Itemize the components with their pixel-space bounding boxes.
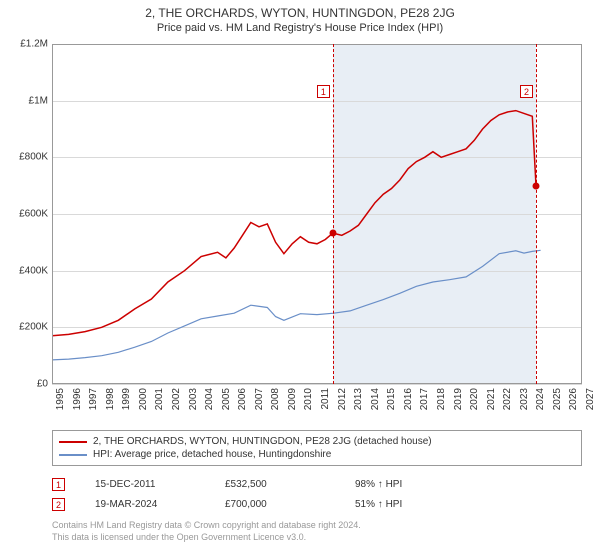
legend-swatch (59, 454, 87, 456)
x-tick-label: 1997 (88, 388, 99, 410)
series-price_paid (52, 111, 536, 336)
x-tick-label: 1996 (72, 388, 83, 410)
x-tick-label: 2002 (171, 388, 182, 410)
chart-title: 2, THE ORCHARDS, WYTON, HUNTINGDON, PE28… (0, 0, 600, 20)
x-tick-label: 2023 (519, 388, 530, 410)
x-tick-label: 2021 (486, 388, 497, 410)
x-tick-label: 1995 (55, 388, 66, 410)
marker-dot (329, 230, 336, 237)
transaction-marker: 2 (52, 498, 65, 511)
x-tick-label: 2012 (337, 388, 348, 410)
legend: 2, THE ORCHARDS, WYTON, HUNTINGDON, PE28… (52, 430, 582, 466)
transaction-row: 1 15-DEC-2011£532,50098% ↑ HPI (52, 474, 582, 494)
transaction-price: £700,000 (225, 499, 355, 510)
chart-marker-box: 1 (317, 85, 330, 98)
chart-subtitle: Price paid vs. HM Land Registry's House … (0, 20, 600, 38)
x-tick-label: 2001 (154, 388, 165, 410)
y-tick-label: £400K (19, 265, 48, 276)
x-tick-label: 2006 (237, 388, 248, 410)
transaction-date: 19-MAR-2024 (95, 499, 225, 510)
transaction-hpi: 51% ↑ HPI (355, 499, 475, 510)
x-tick-label: 2010 (303, 388, 314, 410)
footer-attribution: Contains HM Land Registry data © Crown c… (52, 520, 361, 543)
x-tick-label: 2004 (204, 388, 215, 410)
x-tick-label: 2017 (419, 388, 430, 410)
y-tick-label: £0 (37, 379, 48, 390)
marker-dot (532, 182, 539, 189)
marker-vline (536, 44, 537, 384)
y-tick-label: £1.2M (20, 39, 48, 50)
y-tick-label: £800K (19, 152, 48, 163)
x-tick-label: 2016 (403, 388, 414, 410)
x-tick-label: 2027 (585, 388, 596, 410)
legend-label: 2, THE ORCHARDS, WYTON, HUNTINGDON, PE28… (93, 436, 432, 447)
x-tick-label: 2005 (221, 388, 232, 410)
legend-item: HPI: Average price, detached house, Hunt… (59, 448, 575, 461)
transaction-row: 2 19-MAR-2024£700,00051% ↑ HPI (52, 494, 582, 514)
transaction-date: 15-DEC-2011 (95, 479, 225, 490)
y-tick-label: £200K (19, 322, 48, 333)
legend-item: 2, THE ORCHARDS, WYTON, HUNTINGDON, PE28… (59, 435, 575, 448)
x-tick-label: 2025 (552, 388, 563, 410)
plot-area: 12 £0£200K£400K£600K£800K£1M£1.2M 199519… (52, 44, 582, 384)
x-tick-label: 1998 (105, 388, 116, 410)
x-tick-label: 2019 (453, 388, 464, 410)
transactions-table: 1 15-DEC-2011£532,50098% ↑ HPI 2 19-MAR-202… (52, 474, 582, 514)
footer-line-2: This data is licensed under the Open Gov… (52, 532, 361, 544)
transaction-marker: 1 (52, 478, 65, 491)
transaction-price: £532,500 (225, 479, 355, 490)
chart-marker-box: 2 (520, 85, 533, 98)
y-tick-label: £600K (19, 209, 48, 220)
x-tick-label: 2014 (370, 388, 381, 410)
gridline (52, 384, 582, 385)
x-tick-label: 2015 (386, 388, 397, 410)
x-tick-label: 2024 (535, 388, 546, 410)
x-tick-label: 2013 (353, 388, 364, 410)
x-tick-label: 2020 (469, 388, 480, 410)
x-tick-label: 2009 (287, 388, 298, 410)
x-tick-label: 2018 (436, 388, 447, 410)
x-tick-label: 2000 (138, 388, 149, 410)
marker-vline (333, 44, 334, 384)
transaction-hpi: 98% ↑ HPI (355, 479, 475, 490)
legend-swatch (59, 441, 87, 443)
x-tick-label: 2026 (568, 388, 579, 410)
series-hpi (52, 250, 541, 360)
x-tick-label: 1999 (121, 388, 132, 410)
x-tick-label: 2007 (254, 388, 265, 410)
x-tick-label: 2022 (502, 388, 513, 410)
chart-container: 2, THE ORCHARDS, WYTON, HUNTINGDON, PE28… (0, 0, 600, 560)
footer-line-1: Contains HM Land Registry data © Crown c… (52, 520, 361, 532)
x-tick-label: 2011 (320, 388, 331, 410)
legend-label: HPI: Average price, detached house, Hunt… (93, 449, 331, 460)
y-tick-label: £1M (29, 95, 48, 106)
x-tick-label: 2008 (270, 388, 281, 410)
x-tick-label: 2003 (188, 388, 199, 410)
